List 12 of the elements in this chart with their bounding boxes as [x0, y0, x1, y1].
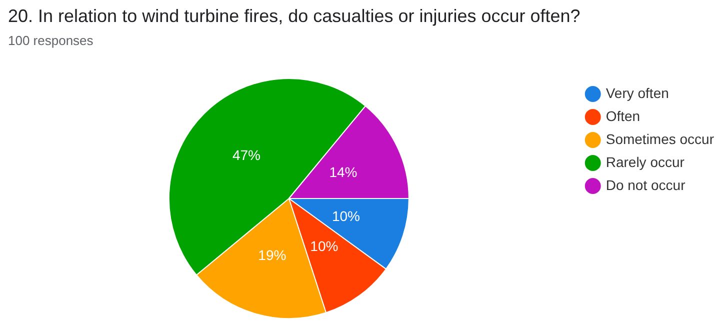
legend-label: Very often	[606, 84, 669, 101]
data-label: 10%	[332, 208, 360, 224]
text: 100 responses	[8, 33, 94, 48]
legend-label: Rarely occur	[606, 154, 685, 170]
legend-label: Sometimes occur	[606, 130, 714, 147]
data-label: 14%	[329, 164, 358, 180]
chart-title: 20. In relation to wind turbine fires, do casualties or injuries occur often?	[8, 6, 580, 27]
data-label: 47%	[232, 146, 261, 163]
legend-label: Do not occur	[606, 176, 686, 193]
data-label: 19%	[258, 246, 286, 263]
data-label: 10%	[310, 238, 338, 254]
legend-label: Often	[606, 108, 640, 124]
